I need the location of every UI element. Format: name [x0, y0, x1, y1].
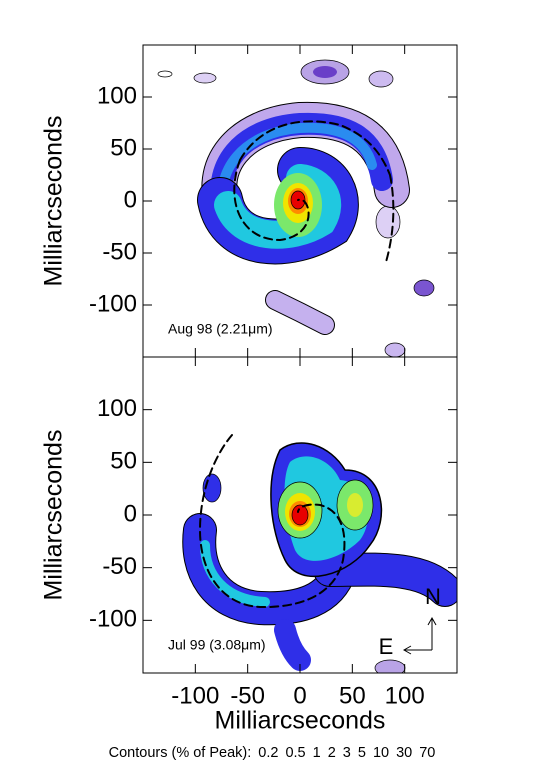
- compass: [402, 616, 437, 655]
- compass-north: N: [425, 584, 441, 609]
- y-tick-label: -100: [89, 606, 137, 633]
- contour-level: 30: [396, 745, 412, 761]
- y-tick-label: 100: [97, 82, 137, 109]
- x-tick-label: 0: [293, 682, 306, 709]
- x-tick-label: -100: [171, 682, 219, 709]
- contour-level: 70: [419, 745, 435, 761]
- x-axis-label: Milliarcseconds: [215, 707, 386, 735]
- contour-level: 1: [313, 745, 321, 761]
- x-tick-label: -50: [230, 682, 265, 709]
- contour-image: [182, 434, 457, 673]
- contour-image: [157, 59, 435, 357]
- panel-label: Aug 98 (2.21μm): [168, 321, 273, 337]
- contour-label: Contours (% of Peak):: [109, 745, 252, 761]
- contour-level: 0.5: [285, 745, 305, 761]
- contour-level: 2: [328, 745, 336, 761]
- contour-level: 3: [343, 745, 351, 761]
- y-tick-label: -50: [102, 238, 137, 265]
- contour-levels: Contours (% of Peak): 0.2 0.5 1 2 3 5 10 30 70: [109, 745, 436, 761]
- y-axis-label: Milliarcseconds: [40, 430, 68, 601]
- y-tick-label: 50: [110, 448, 137, 475]
- y-axis-label: Milliarcseconds: [40, 116, 68, 287]
- compass-east: E: [379, 634, 394, 659]
- y-tick-label: -50: [102, 553, 137, 580]
- x-tick-label: 100: [385, 682, 425, 709]
- y-tick-label: 0: [124, 500, 137, 527]
- y-tick-label: 50: [110, 134, 137, 161]
- contour-level: 10: [373, 745, 389, 761]
- contour-level: 0.2: [258, 745, 278, 761]
- x-tick-label: 50: [339, 682, 366, 709]
- y-tick-label: -100: [89, 290, 137, 317]
- panel-label: Jul 99 (3.08μm): [168, 637, 266, 653]
- y-tick-label: 0: [124, 186, 137, 213]
- y-tick-label: 100: [97, 395, 137, 422]
- contour-level: 5: [358, 745, 366, 761]
